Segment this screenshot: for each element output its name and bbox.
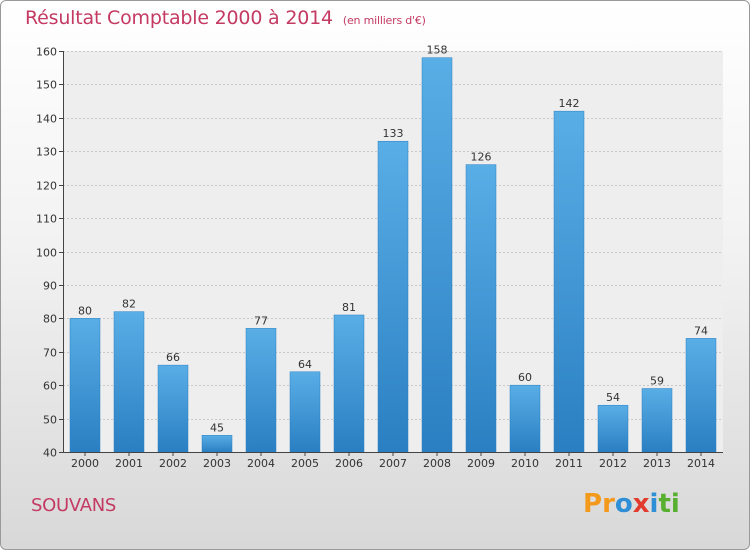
bars: 80 82 66 45 77 64 81 133 158 126 60 142 54 59 74 (69, 44, 717, 453)
bar-2001 (113, 311, 145, 453)
value-label: 64 (298, 358, 312, 371)
x-tick-label: 2007 (379, 457, 407, 470)
logo-letter: r (602, 489, 615, 519)
bar-2011 (553, 110, 585, 453)
bar-2008 (421, 57, 453, 453)
value-label: 77 (254, 314, 268, 327)
proxiti-logo[interactable]: Proxiti (583, 489, 680, 519)
title-text: Résultat Comptable 2000 à 2014 (25, 7, 333, 29)
axes: 40 50 60 70 80 90 100 110 120 130 140 150 160 2000 200… (36, 46, 723, 470)
x-tick-label: 2014 (687, 457, 715, 470)
x-tick-label: 2005 (291, 457, 319, 470)
y-tick-label: 40 (43, 447, 57, 460)
logo-letter: x (632, 489, 650, 519)
y-tick-label: 50 (43, 414, 57, 427)
bar-2005 (289, 371, 321, 453)
bar-2003 (201, 435, 233, 453)
x-tick-label: 2001 (115, 457, 143, 470)
x-tick-label: 2002 (159, 457, 187, 470)
value-label: 60 (518, 371, 532, 384)
bar-2013 (641, 388, 673, 453)
value-label: 142 (559, 97, 580, 110)
y-tick-label: 130 (36, 146, 57, 159)
value-label: 133 (383, 127, 404, 140)
logo-letter: P (583, 489, 603, 519)
y-tick-label: 80 (43, 313, 57, 326)
y-tick-label: 70 (43, 347, 57, 360)
y-tick-label: 110 (36, 213, 57, 226)
y-tick-label: 140 (36, 113, 57, 126)
x-tick-label: 2008 (423, 457, 451, 470)
bar-2009 (465, 164, 497, 453)
logo-letter: i (670, 489, 680, 519)
logo-letter: i (649, 489, 659, 519)
y-tick-label: 120 (36, 180, 57, 193)
value-label: 126 (471, 151, 492, 164)
value-label: 80 (78, 304, 92, 317)
y-tick-label: 100 (36, 247, 57, 260)
x-tick-label: 2013 (643, 457, 671, 470)
bar-2010 (509, 384, 541, 453)
x-tick-label: 2009 (467, 457, 495, 470)
value-label: 59 (650, 375, 664, 388)
logo-letter: o (614, 489, 633, 519)
x-tick-label: 2011 (555, 457, 583, 470)
x-tick-label: 2000 (71, 457, 99, 470)
value-label: 158 (427, 44, 448, 57)
unit-label: (en milliers d'€) (342, 14, 426, 27)
logo-letter: t (658, 489, 671, 519)
y-tick-label: 160 (36, 46, 57, 59)
x-tick-label: 2003 (203, 457, 231, 470)
bar-2002 (157, 364, 189, 453)
city-name: SOUVANS (31, 495, 117, 516)
x-tick-label: 2012 (599, 457, 627, 470)
y-tick-label: 150 (36, 79, 57, 92)
bar-2012 (597, 404, 629, 453)
value-label: 66 (166, 351, 180, 364)
bar-2000 (69, 318, 101, 453)
y-tick-label: 90 (43, 280, 57, 293)
bar-2007 (377, 140, 409, 453)
value-label: 82 (122, 298, 136, 311)
value-label: 74 (694, 324, 708, 337)
y-tick-label: 60 (43, 380, 57, 393)
x-tick-label: 2006 (335, 457, 363, 470)
value-label: 81 (342, 301, 356, 314)
value-label: 45 (210, 421, 224, 434)
x-tick-label: 2010 (511, 457, 539, 470)
chart-title: Résultat Comptable 2000 à 2014 (en millie… (25, 7, 426, 29)
bar-2004 (245, 328, 277, 453)
bar-2014 (685, 338, 717, 453)
x-tick-label: 2004 (247, 457, 275, 470)
value-label: 54 (606, 391, 620, 404)
bar-2006 (333, 314, 365, 453)
